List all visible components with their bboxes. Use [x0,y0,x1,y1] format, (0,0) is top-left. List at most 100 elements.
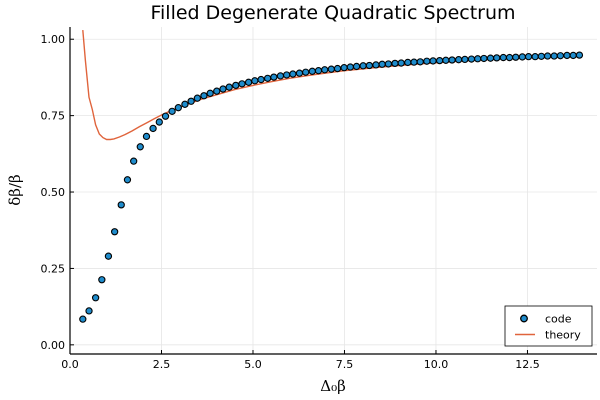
data-point-code [340,63,348,72]
data-point-code [365,61,374,70]
data-point-code [384,60,393,68]
data-point-code [493,54,501,62]
data-point-code [314,67,323,75]
x-tick-label: 12.5 [515,358,540,371]
data-point-code [104,252,113,260]
data-point-code [213,87,221,95]
data-point-code [518,53,526,61]
data-point-code [359,62,367,70]
data-point-code [181,100,189,108]
data-point-code [193,94,202,102]
legend-label-code: code [545,313,572,326]
data-point-code [263,74,272,82]
data-point-code [455,56,463,64]
data-point-code [524,52,533,61]
legend-marker-code [520,314,528,323]
data-point-code [200,92,208,100]
plot-area [79,30,584,323]
data-point-code [391,59,399,68]
data-point-code [79,315,87,323]
data-point-code [238,80,246,88]
data-point-code [531,52,539,61]
data-point-code [474,55,482,63]
data-point-code [289,70,297,78]
data-point-code [333,64,342,73]
data-point-code [85,307,93,315]
data-point-code [499,53,507,62]
data-point-code [174,104,182,112]
data-point-code [110,228,119,236]
data-point-code [225,83,233,91]
x-tick-label: 10.0 [424,358,449,371]
data-point-code [563,51,571,60]
x-axis-label: Δ₀β [320,377,346,395]
y-tick-label: 0.50 [41,186,66,199]
data-point-code [257,75,265,84]
chart-title: Filled Degenerate Quadratic Spectrum [150,2,515,24]
data-point-code [187,97,195,105]
data-point-code [550,52,558,60]
data-point-code [416,58,424,66]
data-point-code [569,51,577,60]
data-point-code [219,85,227,93]
data-point-code [130,157,138,165]
data-point-code [397,59,405,67]
data-point-code [142,132,151,141]
data-point-code [270,73,278,81]
data-point-code [161,112,170,120]
data-point-code [423,57,431,65]
data-point-code [378,60,386,68]
data-point-code [429,57,437,65]
data-point-code [404,58,412,67]
data-point-code [575,51,584,59]
data-point-code [480,54,488,63]
data-point-code [283,71,291,79]
data-point-code [251,77,259,85]
y-tick-label: 0.75 [41,110,66,123]
data-point-code [117,201,125,209]
data-point-code [352,62,361,71]
data-point-code [232,81,240,90]
axes [69,27,597,355]
data-point-code [556,52,565,60]
data-point-code [537,52,546,60]
y-axis-label: δβ/β [6,174,24,205]
legend-box [504,305,593,347]
data-point-code [448,56,456,64]
data-point-code [486,54,495,62]
data-point-code [372,61,380,69]
data-point-code [321,66,329,74]
x-tick-label: 5.0 [244,358,262,371]
data-point-code [346,63,354,71]
data-point-code [435,56,444,65]
legend: code theory [504,305,593,347]
x-tick-label: 2.5 [153,358,171,371]
data-point-code [295,69,304,77]
data-point-code [512,53,520,61]
data-point-code [461,55,469,64]
data-point-code [410,58,418,66]
data-point-code [155,118,163,126]
x-tick-label: 7.5 [336,358,354,371]
data-point-code [244,78,253,86]
y-tick-label: 1.00 [41,33,66,46]
data-point-code [327,65,335,73]
data-point-code [168,107,176,115]
data-point-code [91,294,100,302]
ticks: 0.0 2.5 5.0 7.5 10.0 12.5 0.00 0.25 0.50 0.75 1.00 [41,33,540,371]
data-point-code [136,143,144,151]
data-point-code [467,55,476,63]
data-point-code [543,52,552,60]
data-point-code [149,124,157,133]
data-point-code [442,56,450,64]
legend-label-theory: theory [545,329,581,342]
data-point-code [308,67,316,75]
x-tick-label: 0.0 [61,358,79,371]
data-point-code [276,72,285,80]
data-point-code [302,68,310,76]
y-tick-label: 0.25 [41,262,66,275]
data-point-code [98,276,106,284]
data-point-code [505,53,514,62]
